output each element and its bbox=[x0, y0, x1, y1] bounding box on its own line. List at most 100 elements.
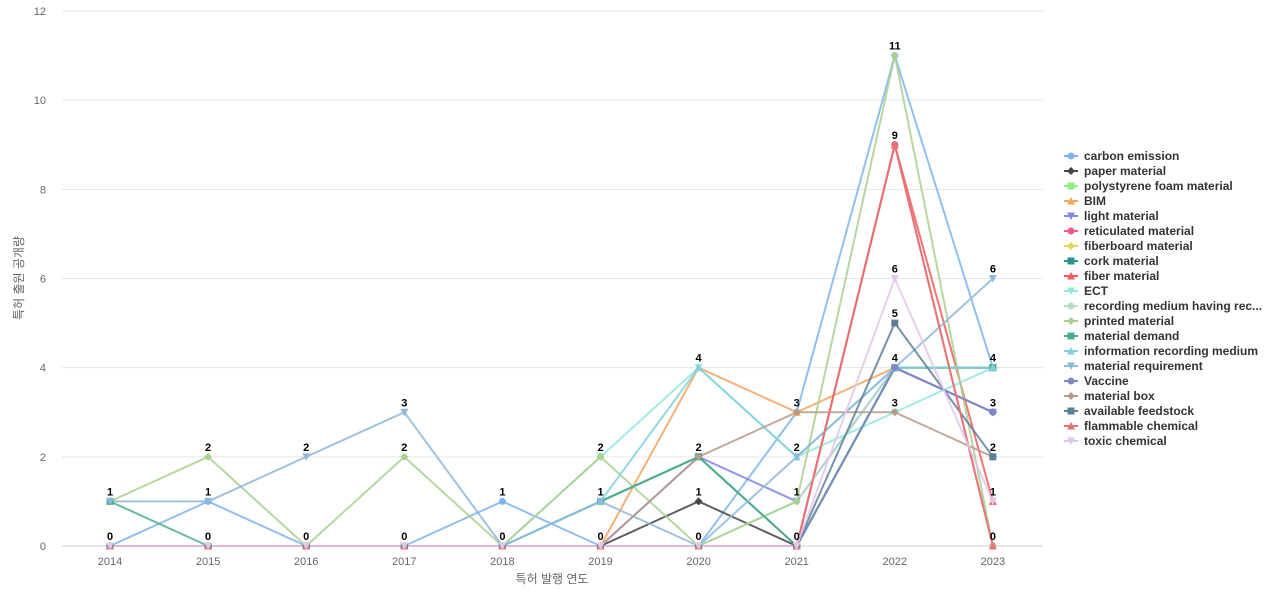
data-label: 0 bbox=[990, 531, 996, 543]
legend-item[interactable]: paper material bbox=[1064, 164, 1166, 178]
series-marker bbox=[1067, 392, 1075, 400]
series-marker bbox=[1067, 272, 1075, 280]
legend-item[interactable]: material requirement bbox=[1064, 359, 1203, 373]
series-marker bbox=[498, 542, 507, 550]
series-marker bbox=[1067, 302, 1075, 310]
legend-label: carbon emission bbox=[1084, 149, 1179, 163]
x-axis-title: 특허 발행 연도 bbox=[516, 571, 589, 586]
data-label: 3 bbox=[990, 397, 996, 409]
y-tick-label: 4 bbox=[40, 363, 46, 375]
series-marker bbox=[596, 542, 605, 550]
series-marker bbox=[891, 319, 899, 327]
gridlines bbox=[62, 10, 1043, 547]
x-tick-label: 2023 bbox=[981, 556, 1005, 568]
data-label: 0 bbox=[794, 531, 800, 543]
y-tick-label: 12 bbox=[34, 6, 46, 18]
y-axis-ticks: 0 2 4 6 8 10 12 bbox=[34, 6, 46, 553]
data-label: 2 bbox=[401, 442, 407, 454]
series-marker bbox=[1067, 362, 1075, 370]
legend-label: printed material bbox=[1084, 314, 1174, 328]
data-label: 0 bbox=[499, 531, 505, 543]
legend-item[interactable]: material box bbox=[1064, 389, 1155, 403]
legend-item[interactable]: information recording medium bbox=[1064, 344, 1258, 358]
series-marker bbox=[596, 497, 605, 506]
legend-label: paper material bbox=[1084, 164, 1166, 178]
data-label: 0 bbox=[107, 531, 113, 543]
series-marker bbox=[988, 542, 997, 550]
series-marker bbox=[792, 453, 801, 461]
series-marker bbox=[1067, 152, 1075, 160]
legend-item[interactable]: light material bbox=[1064, 209, 1159, 223]
series-marker bbox=[498, 497, 506, 505]
data-label: 5 bbox=[892, 308, 898, 320]
series-marker bbox=[792, 497, 801, 506]
series-marker bbox=[106, 542, 114, 550]
series-line bbox=[110, 277, 994, 547]
data-label: 0 bbox=[597, 531, 603, 543]
series-marker bbox=[1067, 437, 1075, 445]
legend-item[interactable]: toxic chemical bbox=[1064, 434, 1167, 448]
data-label: 2 bbox=[205, 442, 211, 454]
series-marker bbox=[890, 275, 899, 283]
legend-item[interactable]: material demand bbox=[1064, 329, 1179, 343]
series-marker bbox=[988, 363, 997, 372]
legend-item[interactable]: available feedstock bbox=[1064, 404, 1194, 418]
y-axis-title: 특허 출원 공개량 bbox=[12, 236, 26, 320]
data-label: 2 bbox=[303, 442, 309, 454]
series-marker bbox=[989, 453, 997, 461]
x-tick-label: 2014 bbox=[98, 556, 122, 568]
data-label: 1 bbox=[597, 486, 603, 498]
series-marker bbox=[988, 497, 997, 506]
series-marker bbox=[1067, 347, 1075, 355]
legend-label: reticulated material bbox=[1084, 224, 1194, 238]
series-marker bbox=[694, 452, 703, 461]
legend-label: polystyrene foam material bbox=[1084, 179, 1233, 193]
legend-label: light material bbox=[1084, 209, 1159, 223]
x-axis-ticks: 2014 2015 2016 2017 2018 2019 2020 2021 2022 2023 bbox=[98, 556, 1005, 568]
data-labels: 1 0 2 1 0 2 0 3 2 0 1 0 2 1 0 4 2 1 0 3 2 1 0 11 9 6 5 4 3 6 4 3 2 1 0 bbox=[107, 41, 997, 543]
legend-item[interactable]: flammable chemical bbox=[1064, 419, 1198, 433]
data-label: 1 bbox=[107, 486, 113, 498]
data-label: 3 bbox=[794, 397, 800, 409]
series-marker bbox=[694, 542, 703, 550]
series-marker bbox=[890, 140, 899, 149]
y-tick-label: 10 bbox=[34, 95, 46, 107]
series-marker bbox=[792, 542, 801, 550]
series-marker bbox=[694, 363, 703, 372]
legend-item[interactable]: polystyrene foam material bbox=[1064, 179, 1233, 193]
legend-label: ECT bbox=[1084, 284, 1109, 298]
legend-item[interactable]: Vaccine bbox=[1064, 374, 1129, 388]
legend-item[interactable]: BIM bbox=[1064, 194, 1106, 208]
legend-item[interactable]: reticulated material bbox=[1064, 224, 1194, 238]
y-tick-label: 2 bbox=[40, 452, 46, 464]
series-marker bbox=[302, 453, 311, 461]
series-marker bbox=[1067, 332, 1075, 340]
data-label: 0 bbox=[401, 531, 407, 543]
series-marker bbox=[1067, 182, 1075, 190]
data-label: 0 bbox=[696, 531, 702, 543]
x-tick-label: 2020 bbox=[686, 556, 710, 568]
series-marker bbox=[400, 408, 409, 417]
series-marker bbox=[106, 497, 114, 506]
legend-item[interactable]: recording medium having rec... bbox=[1064, 299, 1262, 313]
y-tick-label: 0 bbox=[40, 541, 46, 553]
legend-item[interactable]: carbon emission bbox=[1064, 149, 1179, 163]
legend-item[interactable]: fiberboard material bbox=[1064, 239, 1193, 253]
legend-label: recording medium having rec... bbox=[1084, 299, 1262, 313]
legend-item[interactable]: printed material bbox=[1064, 314, 1174, 328]
x-tick-label: 2015 bbox=[196, 556, 220, 568]
x-tick-label: 2019 bbox=[588, 556, 612, 568]
series-marker bbox=[1067, 257, 1075, 265]
legend-item[interactable]: fiber material bbox=[1064, 269, 1159, 283]
data-label: 1 bbox=[696, 486, 702, 498]
legend-item[interactable]: ECT bbox=[1064, 284, 1109, 298]
x-tick-label: 2016 bbox=[294, 556, 318, 568]
series-marker bbox=[694, 497, 703, 506]
data-label: 4 bbox=[696, 353, 703, 365]
series-marker bbox=[1067, 377, 1075, 385]
legend-item[interactable]: cork material bbox=[1064, 254, 1159, 268]
series-marker bbox=[204, 542, 213, 550]
data-label: 4 bbox=[990, 353, 997, 365]
legend-label: material demand bbox=[1084, 329, 1179, 343]
